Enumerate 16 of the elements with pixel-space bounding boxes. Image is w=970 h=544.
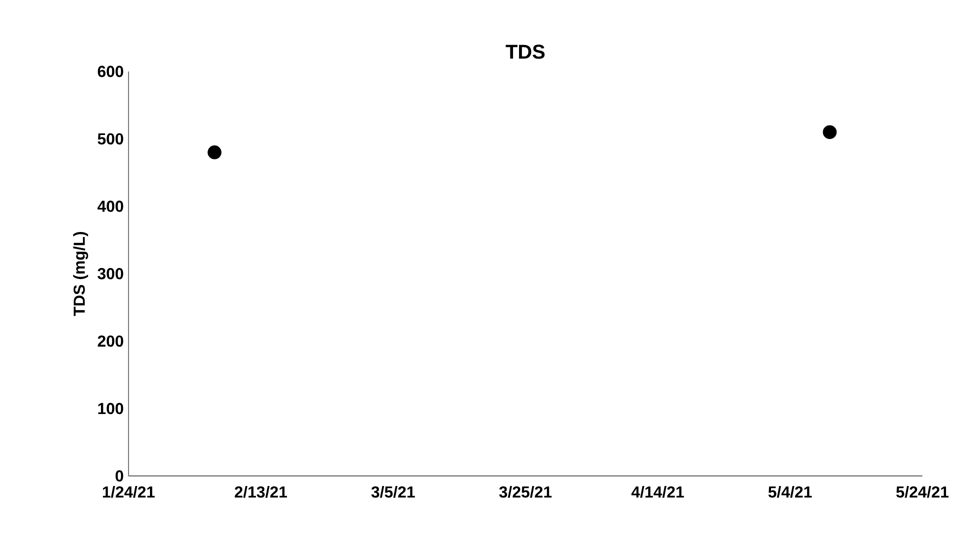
y-tick-label: 500 [98, 133, 124, 145]
y-tick-label: 100 [98, 402, 124, 414]
x-tick-label: 2/13/21 [234, 486, 287, 498]
x-tick-label: 4/14/21 [631, 486, 684, 498]
chart-title: TDS [506, 44, 545, 59]
y-axis-title: TDS (mg/L) [73, 232, 88, 316]
x-tick-label: 1/24/21 [102, 486, 155, 498]
x-tick-label: 5/4/21 [768, 486, 812, 498]
x-tick-label: 5/24/21 [896, 486, 949, 498]
y-tick-label: 300 [98, 268, 124, 280]
y-tick-label: 600 [98, 66, 124, 78]
y-tick-label: 200 [98, 335, 124, 347]
x-tick-label: 3/25/21 [499, 486, 552, 498]
y-tick-label: 0 [116, 470, 124, 482]
x-tick-label: 3/5/21 [371, 486, 415, 498]
y-tick-label: 400 [97, 200, 124, 212]
